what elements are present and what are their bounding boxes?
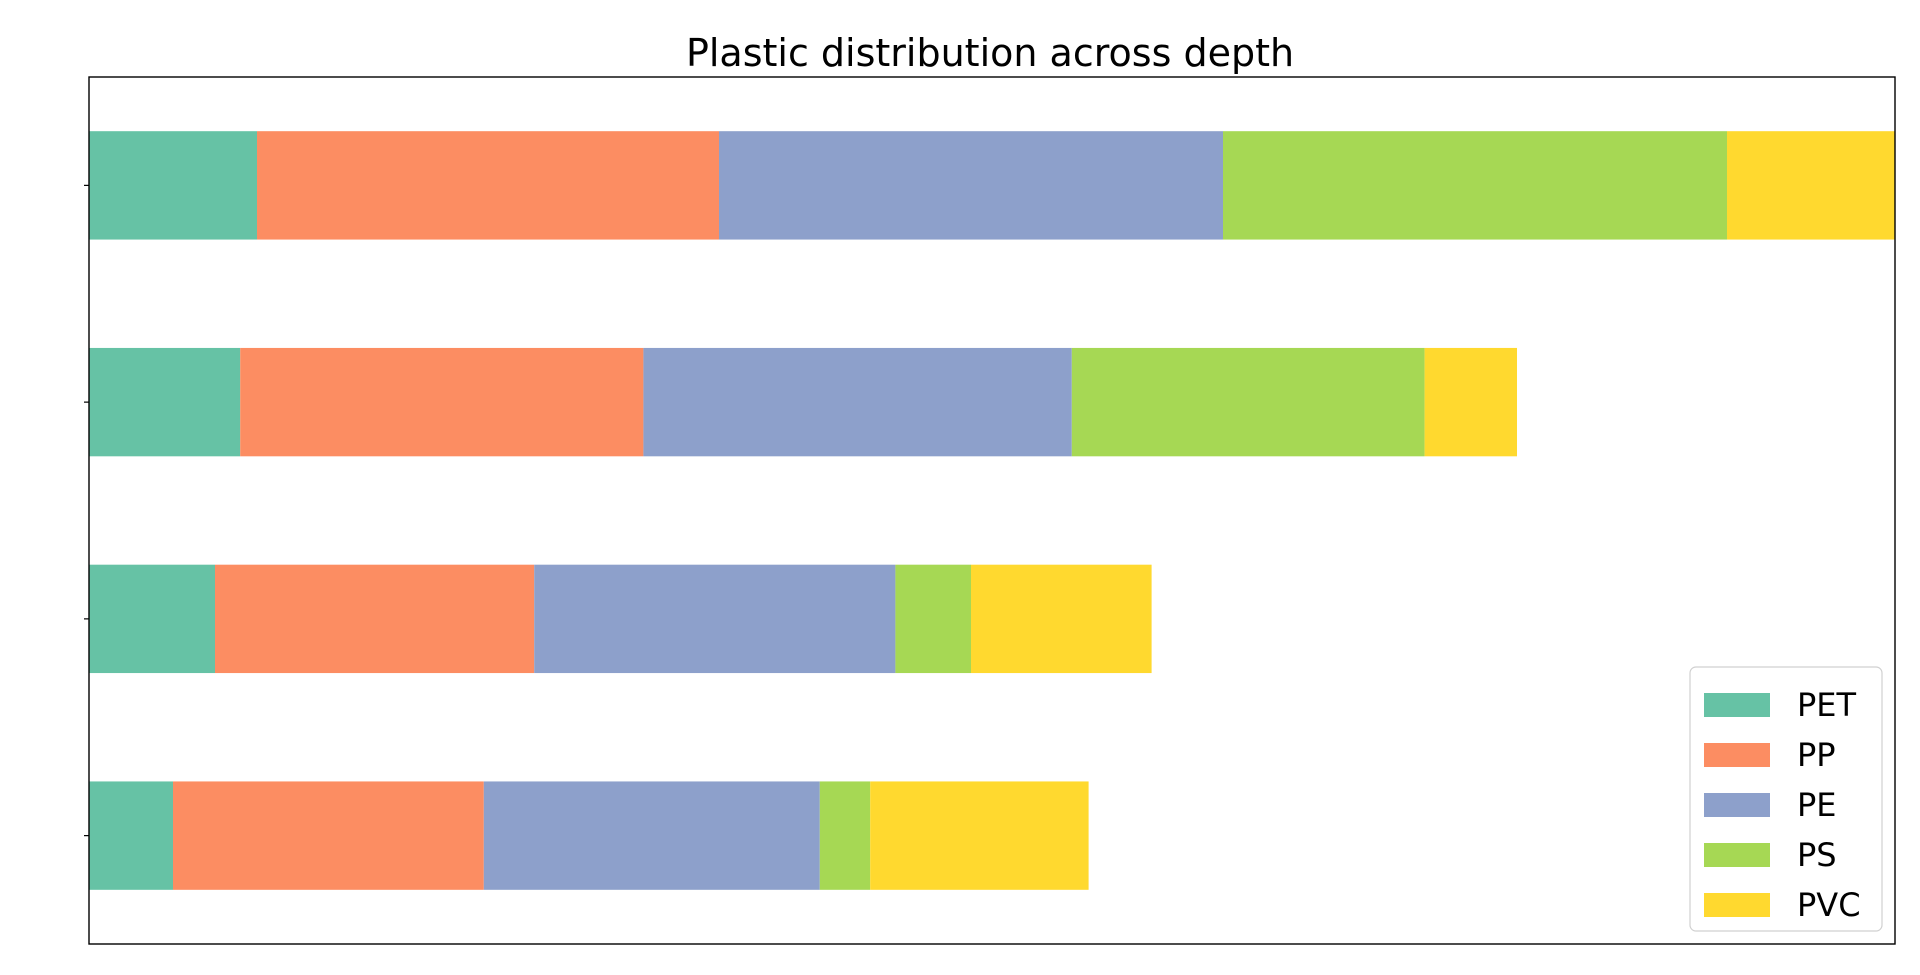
- bar-segment-ps-row-1: [819, 781, 871, 890]
- bar-segment-pp-row-2: [215, 564, 535, 674]
- legend-label-pvc: PVC: [1797, 886, 1861, 924]
- legend-label-pet: PET: [1797, 686, 1857, 724]
- legend-swatch-pp: [1704, 743, 1770, 767]
- legend-label-pp: PP: [1797, 736, 1836, 774]
- bar-segment-pet-row-4: [89, 131, 257, 240]
- bar-segment-pp-row-3: [240, 347, 644, 457]
- legend-label-ps: PS: [1797, 836, 1837, 874]
- bar-segment-pe-row-4: [719, 131, 1223, 240]
- bar-segment-pvc-row-3: [1424, 347, 1517, 457]
- legend-swatch-pe: [1704, 793, 1770, 817]
- bar-segment-pe-row-1: [483, 781, 820, 890]
- bar-segment-pet-row-3: [89, 347, 241, 457]
- legend-label-pe: PE: [1797, 786, 1837, 824]
- y-ticks-layer: [84, 184, 89, 837]
- bar-segment-pvc-row-1: [870, 781, 1089, 890]
- bar-segment-pp-row-1: [173, 781, 484, 890]
- legend-swatch-pet: [1704, 693, 1770, 717]
- bar-segment-ps-row-4: [1223, 131, 1727, 240]
- bar-segment-pvc-row-2: [971, 564, 1152, 674]
- bar-segment-pe-row-3: [643, 347, 1072, 457]
- bar-segment-pet-row-2: [89, 564, 215, 674]
- bar-segment-pet-row-1: [89, 781, 173, 890]
- bar-segment-pe-row-2: [534, 564, 896, 674]
- plot-area-frame: [88, 76, 1896, 945]
- bar-segment-ps-row-2: [895, 564, 971, 674]
- chart-title: Plastic distribution across depth: [686, 31, 1294, 75]
- bar-segment-pvc-row-4: [1727, 131, 1895, 240]
- bar-segment-ps-row-3: [1071, 347, 1425, 457]
- bar-segment-pp-row-4: [257, 131, 719, 240]
- legend-swatch-pvc: [1704, 893, 1770, 917]
- legend: PET PP PE PS PVC: [1689, 666, 1883, 932]
- legend-swatch-ps: [1704, 843, 1770, 867]
- bars-layer: [89, 131, 1895, 890]
